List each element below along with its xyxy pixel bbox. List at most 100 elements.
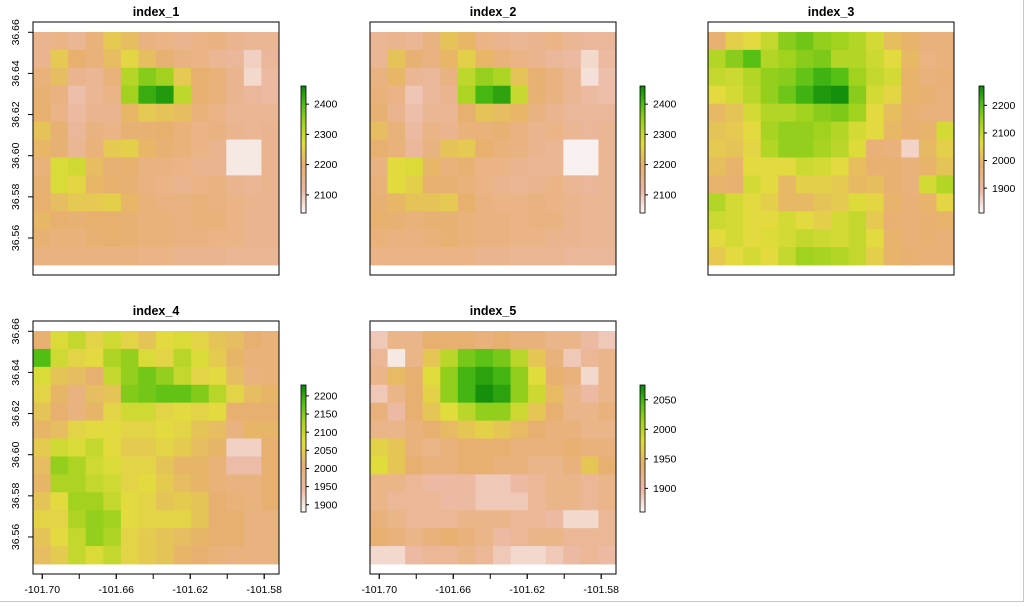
raster-cell xyxy=(33,211,51,230)
raster-cell xyxy=(457,366,476,386)
raster-cell xyxy=(156,348,174,368)
legend-color-step xyxy=(640,113,645,116)
raster-cell xyxy=(795,32,814,51)
raster-cell xyxy=(208,348,227,368)
legend-color-step xyxy=(301,128,306,131)
raster-cell xyxy=(528,420,547,439)
raster-cell xyxy=(173,331,192,350)
legend-color-step xyxy=(301,168,306,171)
raster-cell xyxy=(191,85,210,105)
raster-cell xyxy=(883,121,902,140)
plot-frame xyxy=(32,21,280,276)
legend-color-step xyxy=(301,452,306,456)
raster-cell xyxy=(563,438,582,457)
raster-cell xyxy=(33,474,51,493)
raster-cell xyxy=(405,139,424,158)
raster-cell xyxy=(545,85,564,105)
raster-cell xyxy=(208,121,227,140)
legend-color-step xyxy=(640,433,645,437)
raster-cell xyxy=(778,247,797,266)
raster-cell xyxy=(85,366,104,386)
legend-color-step xyxy=(301,440,306,443)
raster-cell xyxy=(85,456,104,475)
raster-cell xyxy=(545,157,564,176)
raster-cell xyxy=(813,85,832,105)
x-tick-label: -101.58 xyxy=(246,584,282,596)
raster-cell xyxy=(528,366,547,386)
raster-cell xyxy=(493,32,511,51)
raster-cell xyxy=(68,229,87,248)
raster-cell xyxy=(580,121,599,140)
raster-cell xyxy=(545,528,564,547)
raster-cell xyxy=(85,103,104,123)
legend-color-step xyxy=(979,187,984,191)
legend-color-step xyxy=(301,488,306,492)
raster-cell xyxy=(936,121,955,140)
legend-color-step xyxy=(640,456,645,460)
raster-cell xyxy=(528,157,547,176)
legend-color-step xyxy=(301,501,306,504)
raster-cell xyxy=(457,157,476,176)
legend-color-step xyxy=(301,102,306,106)
raster-cell xyxy=(440,103,459,123)
y-tick-label: 36.66 xyxy=(10,318,22,344)
raster-cell xyxy=(545,492,564,511)
raster-cell xyxy=(156,402,174,422)
raster-cell xyxy=(208,67,227,87)
legend-color-step xyxy=(640,179,645,182)
panel-title: index_2 xyxy=(470,5,517,19)
legend-color-step xyxy=(979,90,984,93)
raster-cell xyxy=(85,331,104,350)
raster-cell xyxy=(261,331,280,350)
raster-cell xyxy=(901,49,920,69)
raster-cell xyxy=(33,175,51,194)
y-tick-label: 36.56 xyxy=(10,524,22,550)
raster-cell xyxy=(261,456,280,475)
raster-cell xyxy=(563,49,582,69)
legend-color-step xyxy=(301,179,306,182)
raster-cell xyxy=(243,348,262,368)
legend-color-step xyxy=(979,102,984,106)
raster-cell xyxy=(50,492,69,511)
legend-color-step xyxy=(301,202,306,205)
raster-cell xyxy=(422,546,441,565)
legend-color-step xyxy=(640,401,645,405)
raster-cell xyxy=(493,103,511,123)
legend-color-step xyxy=(301,408,306,411)
raster-cell xyxy=(173,474,192,493)
raster-cell xyxy=(422,456,441,475)
raster-cell xyxy=(422,193,441,212)
raster-cell xyxy=(68,121,87,140)
legend-color-step xyxy=(301,478,306,481)
raster-cell xyxy=(50,366,69,386)
raster-cell xyxy=(50,247,69,266)
raster-cell xyxy=(120,139,139,158)
raster-cell xyxy=(33,331,51,350)
raster-cell xyxy=(760,121,779,140)
legend-color-step xyxy=(301,476,306,479)
legend-color-step xyxy=(301,96,306,99)
raster-cell xyxy=(208,49,227,69)
legend-color-step xyxy=(979,200,984,203)
raster-cell xyxy=(510,510,529,529)
panel-title: index_3 xyxy=(808,5,855,19)
raster-cell xyxy=(422,492,441,511)
legend-bar-frame xyxy=(978,85,985,214)
raster-cell xyxy=(901,175,920,194)
raster-cell xyxy=(85,85,104,105)
legend-color-step xyxy=(301,185,306,188)
raster-cell xyxy=(173,384,192,404)
raster-cell xyxy=(760,139,779,158)
raster-cell xyxy=(243,193,262,212)
legend-color-step xyxy=(301,208,306,212)
raster-cell xyxy=(493,456,511,475)
raster-cell xyxy=(457,103,476,123)
raster-cell xyxy=(918,85,937,105)
x-tick-label: -101.58 xyxy=(583,584,619,596)
plot-frame xyxy=(369,21,617,276)
raster-cell xyxy=(883,139,902,158)
raster-cell xyxy=(103,474,122,493)
legend-color-step xyxy=(640,210,645,214)
legend-color-step xyxy=(979,157,984,161)
raster-cell xyxy=(138,157,157,176)
